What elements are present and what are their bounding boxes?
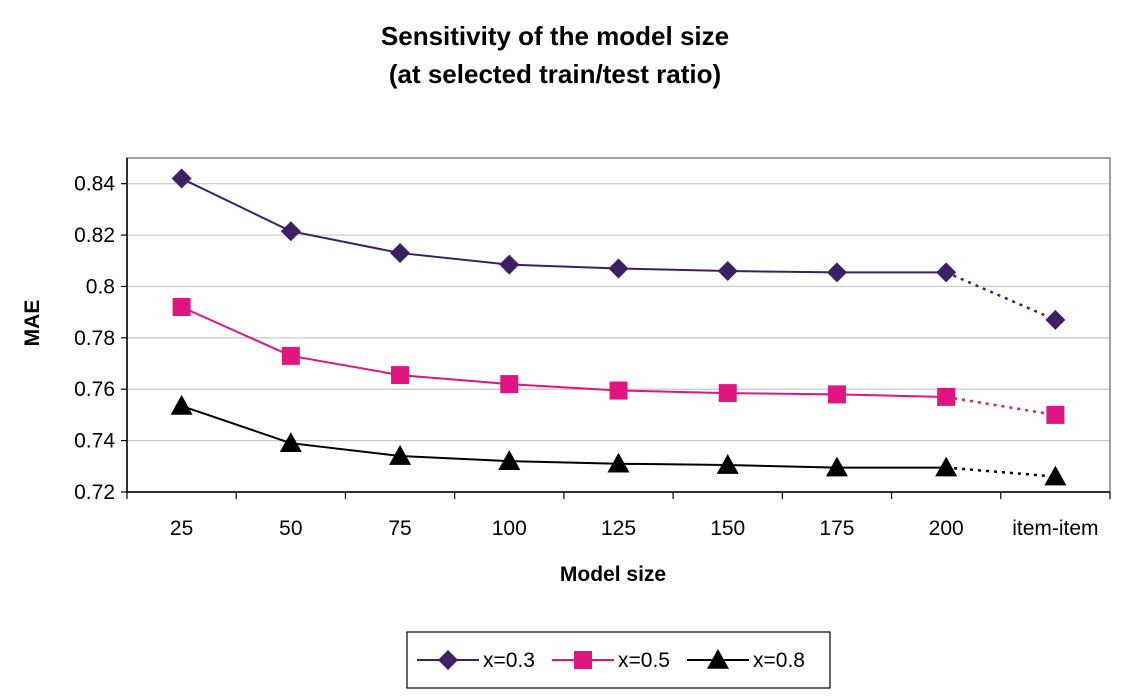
data-point [937, 387, 956, 406]
data-point [607, 452, 630, 473]
x-tick-label: item-item [1012, 517, 1098, 540]
legend-label: x=0.8 [753, 649, 805, 672]
data-point [718, 384, 737, 403]
series-line [181, 177, 947, 274]
series-triangle [170, 394, 1067, 486]
y-tick-label: 0.72 [74, 481, 115, 504]
x-tick-label: 200 [929, 517, 964, 540]
data-point [281, 346, 300, 365]
series-line-dotted [945, 395, 1056, 417]
data-point [390, 243, 411, 264]
legend-label: x=0.3 [483, 649, 535, 672]
data-point [826, 262, 847, 283]
data-point [1044, 465, 1067, 486]
x-tick-label: 50 [279, 517, 302, 540]
data-point [279, 432, 302, 452]
x-axis: 25 50 75 100 125 150 175 200 item-item [126, 158, 1111, 540]
series-line [181, 404, 947, 469]
data-point [825, 456, 848, 477]
data-point [171, 168, 192, 189]
y-tick-label: 0.84 [74, 173, 115, 196]
data-point [935, 456, 958, 477]
legend-marker [707, 649, 729, 669]
y-tick-label: 0.74 [74, 430, 115, 453]
series-group [170, 168, 1067, 486]
data-point [498, 450, 521, 470]
plot-area [126, 157, 1111, 493]
series-diamond [171, 168, 1066, 330]
data-point [389, 445, 412, 465]
data-point [716, 454, 739, 474]
y-tick-label: 0.8 [86, 275, 115, 298]
x-tick-label: 125 [601, 517, 636, 540]
data-point [391, 366, 410, 385]
series-square [172, 298, 1065, 424]
x-tick-label: 175 [819, 517, 854, 540]
y-tick-label: 0.78 [74, 327, 115, 350]
x-tick-label: 75 [388, 517, 411, 540]
x-tick-label: 150 [710, 517, 745, 540]
data-point [1046, 405, 1065, 424]
chart-title: Sensitivity of the model size [381, 21, 729, 51]
y-axis: 0.72 0.74 0.76 0.78 0.8 0.82 0.84 [74, 173, 127, 504]
y-tick-label: 0.76 [74, 378, 115, 401]
data-point [717, 261, 738, 282]
y-tick-label: 0.82 [74, 224, 115, 247]
data-point [936, 262, 957, 283]
data-point [172, 298, 191, 317]
series-line-dotted [945, 271, 1056, 322]
y-axis-label: MAE [21, 300, 44, 347]
data-point [1045, 309, 1066, 330]
series-line-dotted [946, 466, 1056, 478]
data-point [499, 254, 520, 275]
data-point [500, 375, 519, 394]
series-line [181, 306, 947, 398]
legend-marker [574, 651, 592, 669]
x-axis-label: Model size [560, 563, 666, 586]
data-point [609, 381, 628, 400]
x-tick-label: 25 [170, 517, 193, 540]
x-tick-label: 100 [492, 517, 527, 540]
data-point [608, 258, 629, 279]
legend-label: x=0.5 [618, 649, 670, 672]
data-point [280, 221, 301, 242]
legend: x=0.3 x=0.5 x=0.8 [406, 631, 831, 689]
legend-marker [438, 650, 458, 670]
chart-subtitle: (at selected train/test ratio) [389, 59, 721, 89]
data-point [170, 394, 193, 415]
data-point [827, 385, 846, 404]
